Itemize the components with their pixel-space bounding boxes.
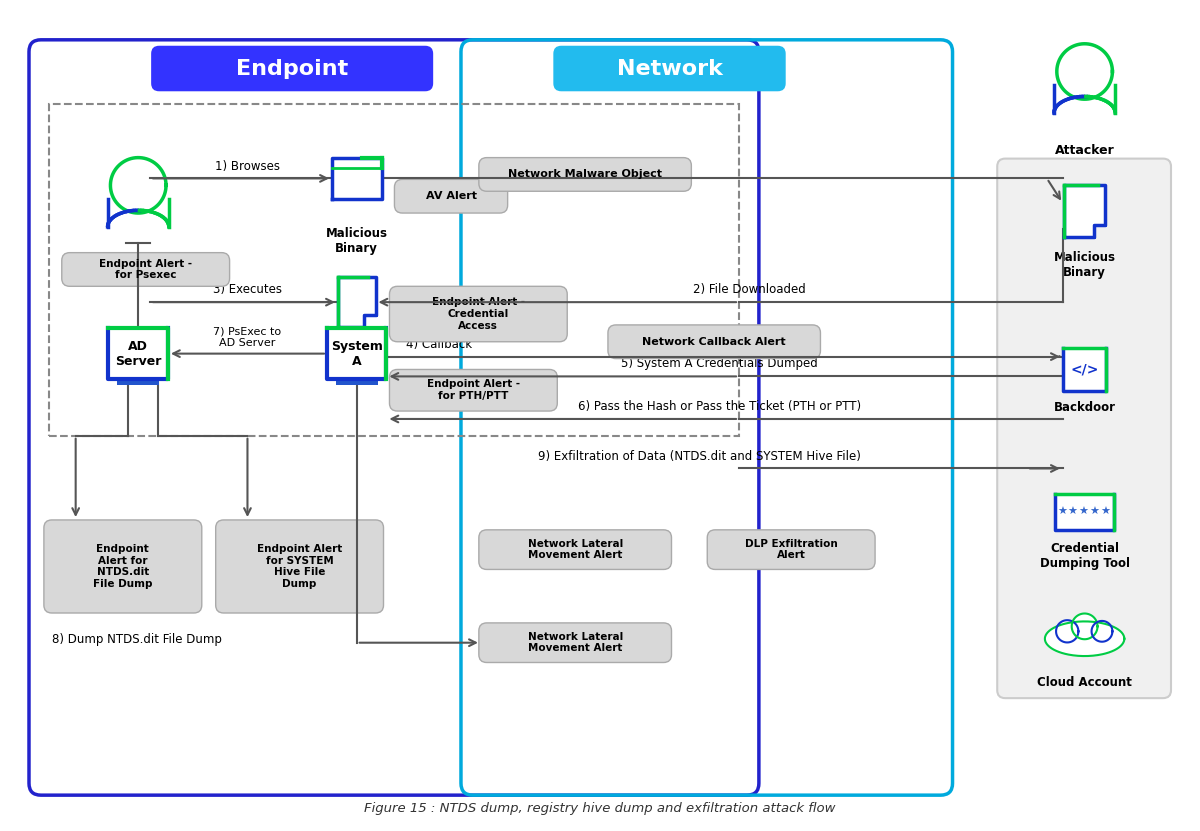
Ellipse shape bbox=[1045, 622, 1124, 656]
FancyBboxPatch shape bbox=[151, 46, 433, 91]
Bar bbox=[1063, 347, 1106, 391]
Text: 2) File Downloaded: 2) File Downloaded bbox=[692, 283, 805, 296]
Polygon shape bbox=[1063, 185, 1105, 237]
FancyBboxPatch shape bbox=[390, 370, 557, 411]
FancyBboxPatch shape bbox=[61, 253, 229, 287]
Text: </>: </> bbox=[1070, 362, 1099, 376]
Bar bbox=[1055, 494, 1115, 530]
Text: Malicious
Binary: Malicious Binary bbox=[1054, 251, 1116, 278]
Bar bbox=[108, 328, 168, 380]
Text: Credential
Dumping Tool: Credential Dumping Tool bbox=[1039, 542, 1129, 570]
Text: ★: ★ bbox=[1090, 507, 1099, 517]
Circle shape bbox=[1092, 621, 1112, 642]
Text: Endpoint: Endpoint bbox=[236, 58, 348, 78]
Text: Cloud Account: Cloud Account bbox=[1037, 676, 1132, 690]
FancyBboxPatch shape bbox=[395, 179, 508, 213]
Text: System
A: System A bbox=[331, 340, 383, 367]
Text: Network: Network bbox=[617, 58, 722, 78]
Text: 8) Dump NTDS.dit File Dump: 8) Dump NTDS.dit File Dump bbox=[52, 632, 222, 646]
Text: ★: ★ bbox=[1100, 507, 1110, 517]
Text: Endpoint Alert
for SYSTEM
Hive File
Dump: Endpoint Alert for SYSTEM Hive File Dump bbox=[257, 544, 342, 589]
Text: Endpoint Alert -
for Psexec: Endpoint Alert - for Psexec bbox=[100, 258, 192, 280]
Text: Victim: Victim bbox=[116, 259, 160, 273]
FancyBboxPatch shape bbox=[997, 159, 1171, 698]
Text: Malicious
Binary: Malicious Binary bbox=[325, 227, 388, 255]
Bar bbox=[326, 328, 386, 380]
Text: Network Lateral
Movement Alert: Network Lateral Movement Alert bbox=[528, 632, 623, 653]
FancyBboxPatch shape bbox=[479, 158, 691, 191]
Text: Backdoor: Backdoor bbox=[1054, 401, 1116, 414]
Text: AD
Server: AD Server bbox=[115, 340, 162, 367]
Circle shape bbox=[1072, 613, 1098, 639]
Text: 1) Browses: 1) Browses bbox=[215, 160, 280, 174]
Text: Figure 15 : NTDS dump, registry hive dump and exfiltration attack flow: Figure 15 : NTDS dump, registry hive dum… bbox=[365, 802, 835, 815]
Circle shape bbox=[1056, 620, 1079, 642]
Text: 4) Callback: 4) Callback bbox=[407, 337, 473, 351]
Text: Endpoint Alert -
for PTH/PTT: Endpoint Alert - for PTH/PTT bbox=[427, 380, 520, 401]
FancyBboxPatch shape bbox=[707, 530, 875, 569]
Text: 7) PsExec to
AD Server: 7) PsExec to AD Server bbox=[214, 326, 282, 347]
FancyBboxPatch shape bbox=[479, 530, 672, 569]
Text: DLP Exfiltration
Alert: DLP Exfiltration Alert bbox=[745, 538, 838, 560]
Text: ★: ★ bbox=[1068, 507, 1078, 517]
Text: 3) Executes: 3) Executes bbox=[212, 283, 282, 296]
Text: 5) System A Credentials Dumped: 5) System A Credentials Dumped bbox=[620, 357, 817, 371]
Text: ★: ★ bbox=[1079, 507, 1088, 517]
Text: Network Lateral
Movement Alert: Network Lateral Movement Alert bbox=[528, 538, 623, 560]
Bar bbox=[49, 104, 739, 435]
Text: ★: ★ bbox=[1057, 507, 1067, 517]
FancyBboxPatch shape bbox=[479, 623, 672, 662]
Text: Network Malware Object: Network Malware Object bbox=[508, 170, 662, 179]
FancyBboxPatch shape bbox=[390, 287, 568, 342]
Text: AV Alert: AV Alert bbox=[426, 191, 476, 201]
Bar bbox=[336, 380, 378, 385]
FancyBboxPatch shape bbox=[608, 325, 821, 359]
Text: Endpoint Alert -
Credential
Access: Endpoint Alert - Credential Access bbox=[432, 297, 524, 331]
Bar bbox=[118, 380, 160, 385]
FancyBboxPatch shape bbox=[553, 46, 786, 91]
Text: Attacker: Attacker bbox=[1055, 144, 1115, 157]
FancyBboxPatch shape bbox=[216, 520, 384, 613]
Polygon shape bbox=[338, 278, 376, 327]
Text: Network Callback Alert: Network Callback Alert bbox=[642, 337, 786, 347]
Bar bbox=[332, 158, 382, 199]
FancyBboxPatch shape bbox=[44, 520, 202, 613]
Text: Endpoint
Alert for
NTDS.dit
File Dump: Endpoint Alert for NTDS.dit File Dump bbox=[94, 544, 152, 589]
Text: 9) Exfiltration of Data (NTDS.dit and SYSTEM Hive File): 9) Exfiltration of Data (NTDS.dit and SY… bbox=[538, 450, 860, 463]
Text: 6) Pass the Hash or Pass the Ticket (PTH or PTT): 6) Pass the Hash or Pass the Ticket (PTH… bbox=[577, 400, 860, 413]
